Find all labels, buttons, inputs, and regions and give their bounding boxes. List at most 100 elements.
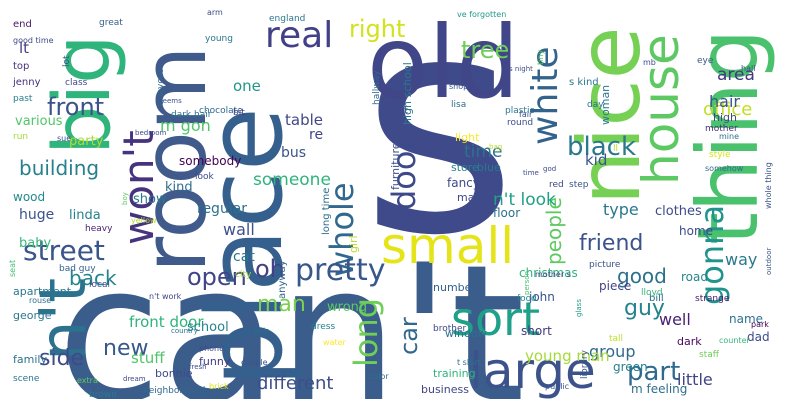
- word: business: [421, 383, 469, 396]
- word: name: [729, 312, 763, 326]
- word: step: [569, 180, 589, 190]
- word: run: [13, 132, 28, 142]
- word: big: [38, 34, 128, 155]
- word: park: [751, 320, 769, 329]
- word: extra: [77, 376, 98, 385]
- word: seat: [9, 260, 17, 277]
- word: s night: [509, 65, 533, 73]
- word: arm: [207, 8, 223, 17]
- word: front: [47, 93, 104, 121]
- word: home: [679, 224, 713, 238]
- word: red: [549, 180, 564, 190]
- word: george: [13, 309, 52, 322]
- word: piece: [599, 279, 631, 293]
- word: s: [361, 5, 517, 301]
- word: shop: [449, 82, 468, 91]
- word: country: [171, 327, 198, 335]
- word: high: [713, 111, 737, 124]
- word: black: [567, 132, 636, 162]
- word: nice: [560, 26, 660, 205]
- word: hallway: [372, 70, 382, 105]
- word: apartment: [13, 285, 72, 298]
- word: fresh: [189, 363, 207, 371]
- word: yellow: [131, 216, 157, 225]
- word: lisa: [451, 100, 466, 110]
- word: open: [187, 263, 247, 291]
- word: various: [15, 114, 63, 129]
- word: light: [455, 131, 480, 144]
- word: mother s: [535, 270, 571, 279]
- word: brick: [209, 382, 229, 391]
- word: house: [632, 34, 690, 185]
- word: picture: [589, 260, 621, 270]
- word: eye: [697, 56, 714, 66]
- word: real: [265, 15, 333, 56]
- word: area: [717, 65, 755, 85]
- word: tall: [609, 334, 623, 344]
- word: someone: [253, 170, 331, 190]
- word: sort: [451, 292, 540, 346]
- word: furniture: [389, 142, 402, 190]
- word: jenny: [12, 77, 41, 88]
- word: large: [469, 342, 596, 399]
- word: huge: [19, 207, 54, 223]
- word: number: [433, 281, 476, 294]
- word: group: [589, 342, 635, 361]
- word: brother: [433, 324, 466, 334]
- word: day: [587, 100, 604, 110]
- word: water: [323, 338, 347, 347]
- word: scene: [13, 374, 40, 384]
- word: room: [123, 45, 226, 273]
- word: mother: [705, 124, 738, 134]
- word: building: [19, 156, 99, 180]
- word: lloyd: [641, 288, 663, 298]
- word: m gon: [160, 116, 211, 135]
- word: lori: [429, 76, 443, 86]
- word: ll: [613, 144, 618, 154]
- word: old: [367, 5, 519, 121]
- word: main: [457, 191, 485, 204]
- word: end: [13, 19, 32, 30]
- word: counter: [719, 336, 750, 345]
- word: bill: [649, 293, 664, 304]
- word: window: [445, 327, 487, 340]
- word: public: [545, 382, 569, 391]
- word: back: [69, 266, 117, 290]
- word: t shirt: [457, 358, 481, 367]
- word: new: [103, 336, 148, 361]
- word: time: [523, 169, 539, 177]
- word: good time: [13, 36, 54, 45]
- word: glass: [575, 299, 583, 317]
- word: strange: [695, 294, 730, 304]
- word: cat: [233, 249, 255, 265]
- word: type: [603, 200, 639, 219]
- word: somehow: [705, 164, 744, 173]
- word: john: [528, 290, 555, 304]
- word: whole thing: [764, 162, 773, 209]
- word: library: [580, 349, 590, 379]
- word: n't look: [493, 190, 556, 210]
- word: color: [369, 372, 389, 381]
- word: friend: [579, 231, 643, 256]
- word: can't: [57, 224, 525, 399]
- word: door: [385, 137, 423, 210]
- word: sue: [57, 134, 71, 143]
- word: guy: [624, 296, 665, 321]
- word: well: [659, 310, 691, 329]
- word: time: [464, 142, 502, 162]
- word: bag: [489, 143, 502, 151]
- word: person: [523, 271, 531, 295]
- word: rouse: [29, 296, 51, 305]
- word: wrong: [327, 300, 367, 315]
- word: outdoor: [765, 248, 773, 275]
- word: small: [381, 217, 514, 275]
- word: long time: [321, 188, 332, 235]
- word: england: [269, 14, 305, 24]
- word: bit: [233, 108, 245, 118]
- word: couple: [241, 358, 268, 367]
- word: table: [285, 111, 323, 129]
- word: look: [195, 172, 215, 182]
- word: young man: [525, 347, 610, 365]
- word: blue: [477, 161, 501, 174]
- word: mb: [643, 58, 656, 67]
